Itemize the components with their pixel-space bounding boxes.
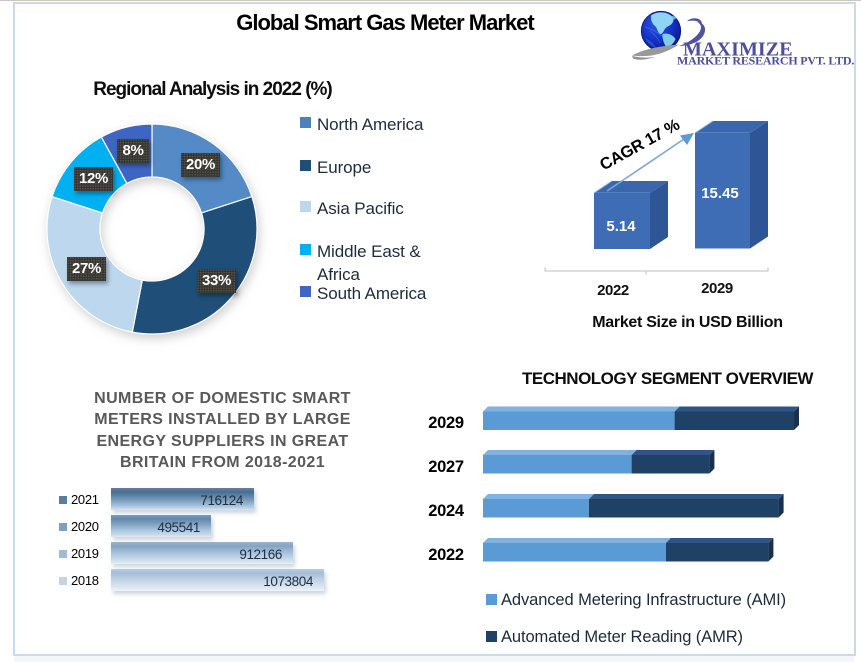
svg-text:MAXIMIZE: MAXIMIZE xyxy=(683,39,793,61)
svg-text:15.45: 15.45 xyxy=(701,185,739,202)
svg-text:5.14: 5.14 xyxy=(606,218,636,235)
svg-text:MARKET RESEARCH PVT. LTD.: MARKET RESEARCH PVT. LTD. xyxy=(677,54,854,68)
